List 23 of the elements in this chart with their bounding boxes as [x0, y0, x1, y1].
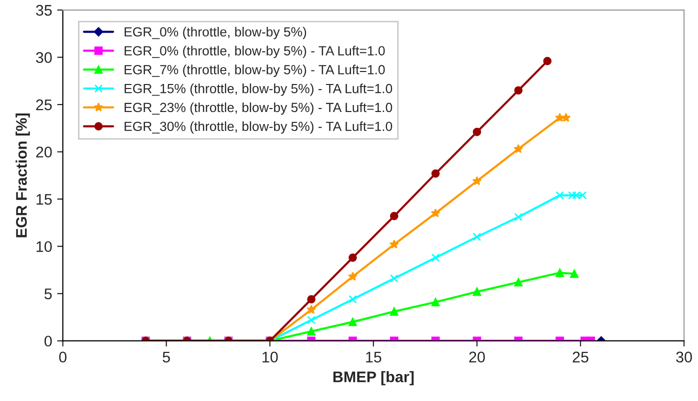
legend-label: EGR_23% (throttle, blow-by 5%) - TA Luft=1.0 [124, 102, 392, 115]
y-tick-label: 15 [36, 194, 52, 205]
y-tick-label: 0 [44, 336, 52, 347]
y-tick-label: 10 [36, 241, 52, 252]
x-tick-label: 25 [572, 352, 588, 362]
y-tick-label: 35 [36, 4, 52, 16]
y-tick-label: 5 [44, 288, 52, 300]
x-tick-label: 5 [162, 352, 170, 362]
legend-label: EGR_7% (throttle, blow-by 5%) - TA Luft=1.0 [124, 64, 385, 77]
x-tick-label: 20 [469, 352, 485, 362]
legend-label: EGR_15% (throttle, blow-by 5%) - TA Luft=1.0 [124, 84, 392, 96]
y-tick-label: 20 [36, 146, 52, 158]
legend-label: EGR_0% (throttle, blow-by 5%) - TA Luft=1.0 [124, 46, 385, 58]
y-axis-title: EGR Fraction [%] [16, 113, 30, 238]
x-tick-label: 10 [262, 352, 278, 362]
y-tick-label: 30 [36, 52, 52, 63]
x-tick-label: 30 [676, 352, 692, 362]
y-tick-label: 25 [36, 99, 52, 110]
x-axis-title: BMEP [bar] [333, 371, 414, 386]
x-tick-label: 15 [366, 352, 382, 362]
legend-label: EGR_0% (throttle, blow-by 5%) [124, 26, 306, 40]
x-tick-label: 0 [59, 352, 66, 362]
legend-label: EGR_30% (throttle, blow-by 5%) - TA Luft=1.0 [124, 121, 392, 134]
